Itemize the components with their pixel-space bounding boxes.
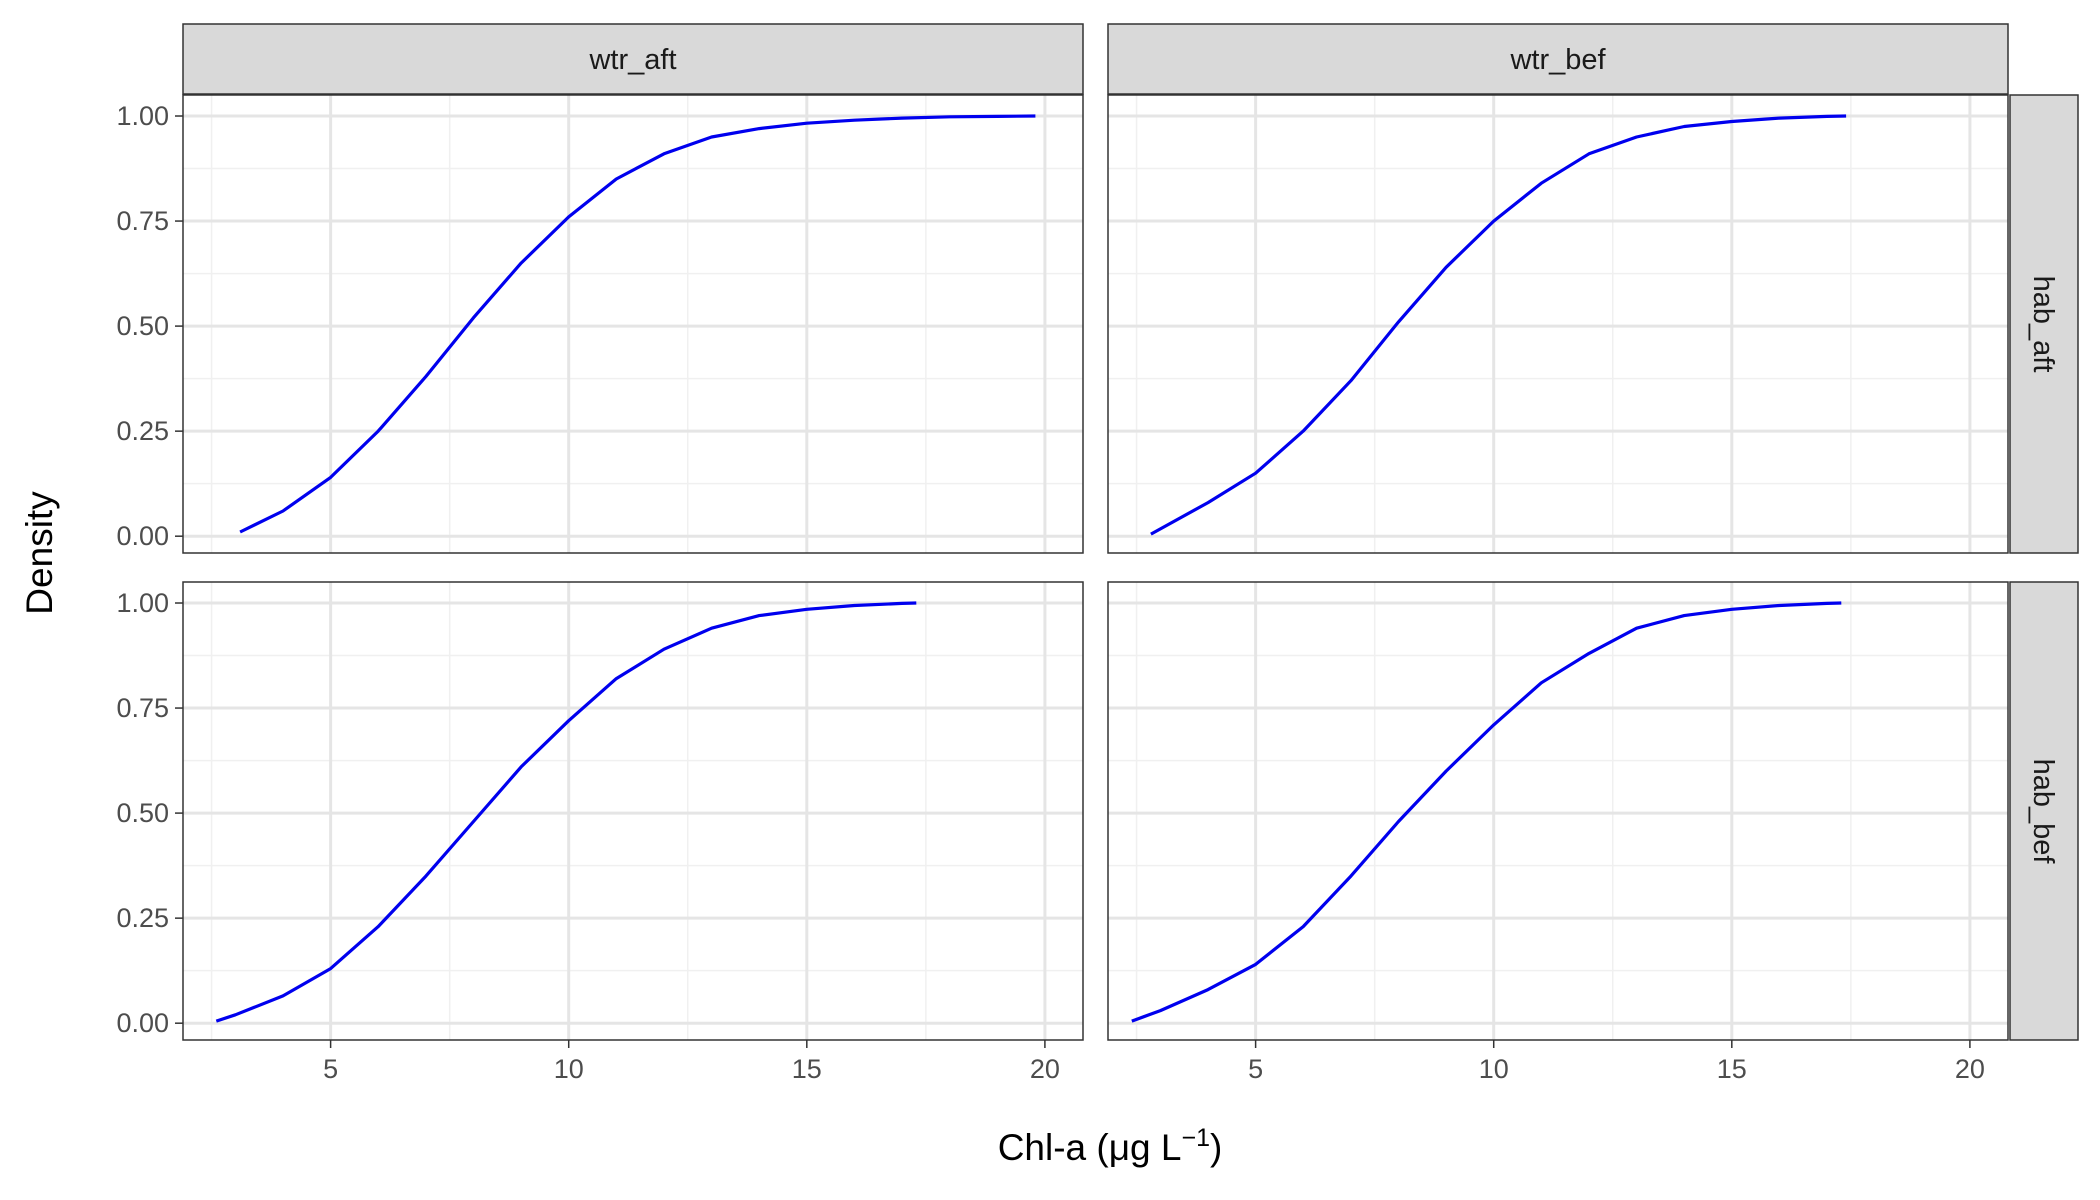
panel-background (183, 582, 1083, 1040)
y-tick-label: 1.00 (116, 588, 169, 618)
row-strip-label-hab_aft: hab_aft (2027, 276, 2059, 373)
x-tick-label: 5 (323, 1054, 338, 1084)
panel-wtr_bef-hab_aft (1107, 94, 2009, 554)
col-strip-wtr_bef (1107, 23, 2009, 95)
y-tick-label: 0.25 (116, 416, 169, 446)
y-tick-label: 0.00 (116, 521, 169, 551)
x-tick-label: 20 (1030, 1054, 1060, 1084)
col-strip-label-wtr_aft: wtr_aft (588, 44, 676, 76)
x-tick-label: 15 (792, 1054, 822, 1084)
row-strip-hab_bef (2009, 581, 2079, 1041)
y-tick-label: 0.25 (116, 903, 169, 933)
y-tick-label: 0.50 (116, 798, 169, 828)
panel-wtr_aft-hab_aft (182, 94, 1084, 554)
row-strip-label-hab_bef: hab_bef (2027, 759, 2059, 865)
axes-layer: wtr_aft wtr_bef hab_aft hab_bef 0.00 0.25 0.50… (116, 23, 2079, 1084)
x-tick-label: 20 (1955, 1054, 1985, 1084)
col-strip-label-wtr_bef: wtr_bef (1509, 44, 1606, 76)
panel-border (1107, 94, 2009, 554)
panels-layer (182, 94, 2009, 1041)
y-axis-title: Density (19, 491, 60, 615)
x-axis-title-suffix: ) (1210, 1127, 1222, 1168)
cdf-line-wtr_bef-hab_aft (1150, 114, 1847, 536)
x-tick-label: 10 (1479, 1054, 1509, 1084)
x-tick-label: 5 (1248, 1054, 1263, 1084)
x-tick-label: 15 (1717, 1054, 1747, 1084)
panel-wtr_bef-hab_bef (1107, 581, 2009, 1041)
x-axis-title-main: Chl-a (μg L (998, 1127, 1182, 1168)
cdf-line-wtr_aft-hab_aft (239, 114, 1036, 534)
row-strip-hab_aft (2009, 94, 2079, 554)
cdf-line-wtr_aft-hab_bef (215, 601, 917, 1023)
col-strip-wtr_aft (182, 23, 1084, 95)
panel-wtr_aft-hab_bef (182, 581, 1084, 1041)
x-axis-title-superscript: −1 (1181, 1124, 1210, 1152)
panel-border (182, 94, 1084, 554)
y-tick-label: 0.50 (116, 311, 169, 341)
cdf-line-wtr_bef-hab_bef (1131, 601, 1842, 1023)
x-axis-title: Chl-a (μg L−1) (998, 1124, 1223, 1168)
y-tick-label: 0.75 (116, 693, 169, 723)
y-tick-label: 0.00 (116, 1008, 169, 1038)
y-tick-label: 0.75 (116, 206, 169, 236)
panel-border (182, 581, 1084, 1041)
x-tick-label: 10 (554, 1054, 584, 1084)
panel-border (1107, 581, 2009, 1041)
y-tick-label: 1.00 (116, 101, 169, 131)
